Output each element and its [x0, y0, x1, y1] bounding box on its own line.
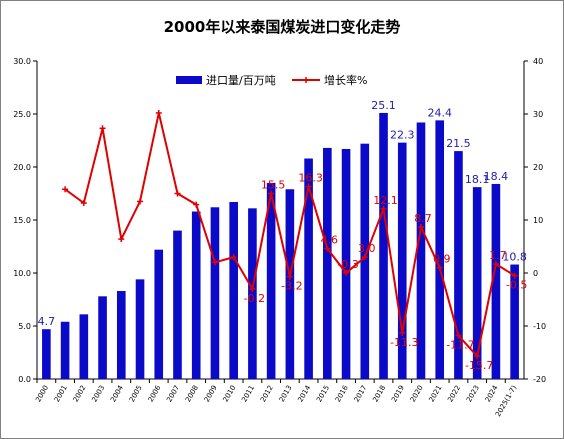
- bar: [323, 147, 332, 379]
- bar: [248, 208, 257, 379]
- y-left-tick-label: 10.0: [13, 269, 31, 278]
- y-left-tick-label: 15.0: [13, 216, 31, 225]
- line-data-label: 16.3: [298, 172, 323, 185]
- legend-label-line: 增长率%: [324, 73, 367, 87]
- line-data-label: 0.9: [433, 253, 451, 266]
- bar: [379, 112, 388, 379]
- y-right-tick-label: 10: [533, 216, 543, 225]
- bar: [191, 211, 201, 379]
- bar: [435, 120, 445, 380]
- line-data-label: -0.3: [337, 258, 358, 271]
- bar: [173, 230, 182, 379]
- bar: [510, 264, 519, 379]
- y-left-tick-label: 30.0: [13, 57, 31, 66]
- line-data-label: 12.1: [373, 194, 398, 207]
- y-right-tick-label: 0: [533, 269, 538, 278]
- y-right-tick-label: 20: [533, 163, 543, 172]
- bar-data-label: 22.3: [390, 129, 415, 142]
- bar: [472, 187, 482, 379]
- bar: [135, 279, 145, 379]
- line-data-label: 4.6: [321, 234, 339, 247]
- line-data-label: 15.5: [261, 179, 286, 192]
- legend-label-bars: 进口量/百万吨: [206, 74, 276, 87]
- line-data-label: -0.2: [244, 292, 265, 305]
- bar: [266, 182, 276, 379]
- bar: [98, 296, 107, 379]
- bar: [79, 314, 89, 379]
- bar-data-label: 10.8: [502, 251, 527, 264]
- y-left-tick-label: 20.0: [13, 163, 31, 172]
- bar: [42, 329, 51, 379]
- line-data-label: -11.3: [390, 336, 418, 349]
- bar-data-label: 21.5: [446, 137, 471, 150]
- bar: [491, 183, 501, 379]
- bar: [229, 201, 238, 379]
- line-data-label: -15.7: [465, 359, 493, 372]
- bar: [285, 189, 295, 379]
- y-right-tick-label: -20: [533, 375, 546, 384]
- bar-data-label: 4.7: [38, 315, 56, 328]
- y-right-tick-label: 30: [533, 110, 543, 119]
- bar-data-label: 18.1: [465, 173, 490, 186]
- y-right-tick-label: 40: [533, 57, 543, 66]
- bar: [416, 122, 426, 379]
- y-left-tick-label: 25.0: [13, 110, 31, 119]
- bar: [304, 158, 313, 379]
- bar: [154, 249, 164, 379]
- bar: [341, 148, 351, 379]
- bar: [116, 291, 126, 379]
- bar-data-label: 25.1: [371, 99, 396, 112]
- legend-swatch-bars: [176, 76, 202, 84]
- line-data-label: 3.0: [358, 242, 376, 255]
- line-data-label: -11.7: [446, 339, 474, 352]
- bar: [397, 142, 407, 379]
- bar-data-label: 18.4: [484, 170, 509, 183]
- line-data-label: 1.7: [489, 249, 507, 262]
- legend: 进口量/百万吨 增长率%: [176, 73, 367, 87]
- line-data-label: 8.7: [414, 212, 432, 225]
- y-left-tick-label: 5.0: [18, 322, 31, 331]
- line-data-label: -0.5: [506, 279, 527, 292]
- y-right-tick-label: -10: [533, 322, 546, 331]
- chart-title: 2000年以来泰国煤炭进口变化走势: [164, 18, 401, 36]
- bar: [210, 207, 220, 379]
- bar-data-label: 24.4: [427, 106, 452, 119]
- bar: [454, 151, 463, 379]
- line-data-label: -3.2: [281, 280, 302, 293]
- bar: [360, 143, 370, 379]
- y-left-tick-label: 0.0: [18, 375, 31, 384]
- bar: [60, 321, 70, 379]
